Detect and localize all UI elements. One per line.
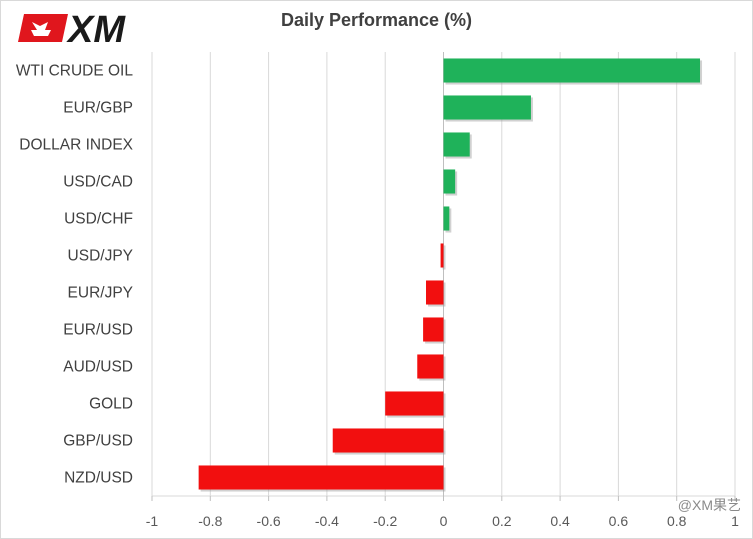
- category-label: GBP/USD: [63, 433, 133, 450]
- bar: [417, 354, 444, 379]
- x-tick-label: -1: [146, 513, 159, 529]
- bar: [443, 58, 701, 83]
- logo-text: XM: [66, 9, 126, 50]
- x-tick-label: -0.6: [257, 513, 281, 529]
- chart-title-text: Daily Performance (%): [280, 10, 473, 30]
- x-tick-label: -0.4: [315, 513, 339, 529]
- xm-logo: XM: [18, 8, 158, 51]
- bar: [332, 428, 444, 453]
- watermark-text: @XM果艺: [677, 497, 741, 513]
- bar: [423, 317, 444, 342]
- category-label: DOLLAR INDEX: [19, 137, 133, 154]
- category-label: EUR/JPY: [68, 285, 133, 302]
- chart-title: Daily Performance (%): [0, 10, 753, 31]
- x-tick-label: 1: [731, 513, 739, 529]
- category-label: USD/CHF: [64, 211, 133, 228]
- category-label: USD/JPY: [68, 248, 133, 265]
- category-label: GOLD: [89, 396, 133, 413]
- category-label: EUR/USD: [63, 322, 133, 339]
- bar: [198, 465, 444, 490]
- x-tick-label: 0: [440, 513, 448, 529]
- bar: [440, 243, 444, 268]
- bar: [385, 391, 444, 416]
- bar: [443, 132, 470, 157]
- category-label: EUR/GBP: [63, 100, 133, 117]
- category-label: AUD/USD: [63, 359, 133, 376]
- bar: [443, 95, 531, 120]
- x-tick-label: 0.8: [667, 513, 687, 529]
- category-label: WTI CRUDE OIL: [16, 63, 133, 80]
- category-label: USD/CAD: [63, 174, 133, 191]
- x-tick-label: 0.6: [609, 513, 629, 529]
- x-tick-label: -0.8: [198, 513, 222, 529]
- bar-shadow: [442, 245, 446, 270]
- x-tick-label: 0.2: [492, 513, 512, 529]
- bar: [443, 169, 456, 194]
- category-label: NZD/USD: [64, 470, 133, 487]
- x-tick-label: 0.4: [550, 513, 570, 529]
- x-tick-label: -0.2: [373, 513, 397, 529]
- bar: [426, 280, 444, 305]
- bar: [443, 206, 450, 231]
